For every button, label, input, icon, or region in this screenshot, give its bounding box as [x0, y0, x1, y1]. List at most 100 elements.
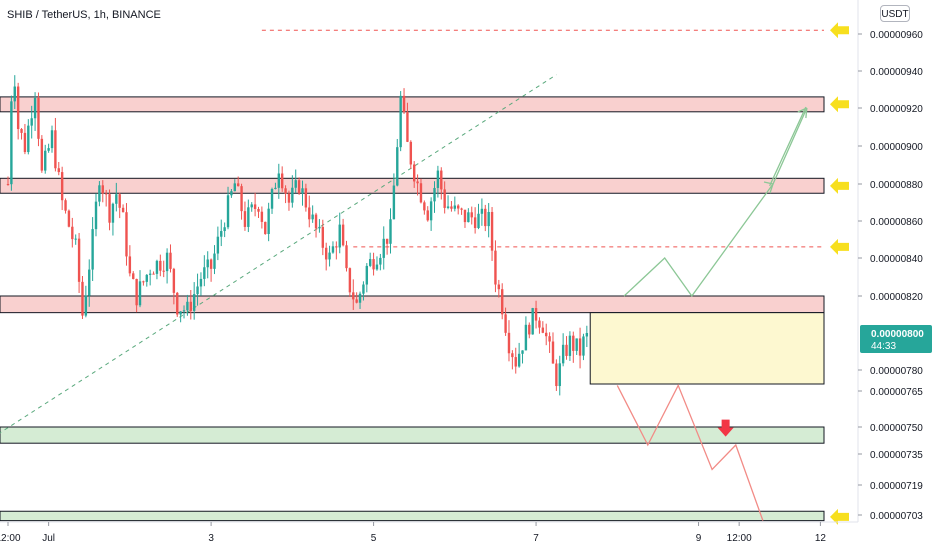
yellow-arrow-marker-3: [830, 238, 849, 255]
candle-body: [514, 357, 517, 367]
candle-body: [209, 259, 213, 269]
candle-body: [13, 86, 16, 102]
candle-body: [548, 336, 551, 342]
currency-button[interactable]: USDT: [880, 5, 910, 22]
candle-body: [67, 210, 71, 227]
candle-body: [453, 205, 457, 209]
candle-body: [457, 205, 460, 209]
price-tick-label: 0.00000719: [870, 481, 923, 492]
candle-body: [104, 193, 108, 195]
zones-layer: [0, 96, 825, 522]
candle-body: [585, 333, 589, 337]
candle-body: [382, 238, 385, 258]
candle-body: [284, 188, 287, 194]
candle-body: [101, 185, 104, 194]
candle-body: [23, 132, 27, 153]
candle-body: [389, 219, 392, 244]
price-tick-label: 0.00000820: [870, 292, 923, 303]
candle-body: [490, 211, 494, 251]
candle-body: [385, 238, 389, 244]
candle-body: [345, 245, 348, 269]
yellow-arrow-marker-1: [830, 96, 849, 113]
candle-body: [528, 324, 531, 335]
candle-body: [497, 284, 501, 290]
candle-body: [44, 150, 47, 171]
candle-body: [565, 344, 568, 356]
candle-body: [189, 301, 192, 311]
candle-body: [440, 170, 443, 190]
candle-body: [176, 292, 179, 315]
price-tick-label: 0.00000780: [870, 366, 923, 377]
candle-body: [162, 270, 165, 272]
candle-body: [534, 308, 538, 321]
candle-body: [507, 332, 511, 354]
candle-body: [182, 310, 186, 312]
yellow-arrow-marker-2: [830, 177, 849, 194]
candle-body: [94, 201, 98, 230]
candle-body: [524, 324, 528, 351]
time-tick-label: 3: [208, 533, 214, 544]
candle-body: [413, 164, 416, 182]
candle-body: [561, 344, 565, 364]
candle-body: [118, 194, 121, 208]
candles-layer: [6, 75, 589, 396]
candle-body: [264, 221, 267, 235]
candle-body: [473, 217, 477, 229]
candle-body: [352, 292, 355, 300]
candle-body: [223, 227, 226, 232]
candle-body: [47, 148, 50, 151]
candle-body: [27, 125, 30, 153]
price-axis[interactable]: 0.00000960 0.00000940 0.00000920 0.00000900…: [857, 0, 932, 522]
price-tick-label: 0.00000735: [870, 450, 923, 461]
candle-body: [446, 206, 450, 208]
candle-body: [335, 246, 338, 248]
candle-body: [260, 211, 264, 222]
support-zone-3: [0, 426, 825, 444]
candle-body: [517, 353, 521, 367]
candle-body: [362, 284, 365, 294]
candle-body: [304, 188, 308, 208]
candle-body: [575, 338, 578, 351]
candle-body: [64, 200, 67, 211]
candle-body: [186, 301, 189, 311]
candle-body: [243, 211, 247, 227]
bullish-projection-midarrow: [763, 181, 774, 194]
candle-body: [433, 187, 436, 202]
time-tick-label: 12:00: [0, 533, 21, 544]
candle-body: [501, 289, 504, 315]
time-tick-label: Jul: [42, 533, 55, 544]
red-down-arrow-marker: [717, 419, 734, 437]
last-price-value: 0.00000800: [871, 329, 924, 340]
candle-body: [192, 294, 196, 311]
candle-body: [213, 253, 216, 269]
candle-body: [301, 188, 304, 194]
candle-body: [409, 141, 413, 165]
candle-body: [253, 204, 257, 209]
candle-body: [236, 183, 240, 187]
candle-body: [531, 308, 534, 335]
candle-body: [365, 265, 369, 285]
time-axis[interactable]: 12:00 Jul 3 5 7 9 12:00 12: [0, 521, 858, 544]
candle-body: [30, 118, 33, 126]
price-tick-label: 0.00000750: [870, 423, 923, 434]
candle-body: [477, 213, 480, 229]
last-price-tag: [860, 325, 932, 353]
candle-body: [287, 193, 291, 203]
candle-body: [358, 293, 362, 303]
time-tick-label: 7: [533, 533, 539, 544]
candle-body: [16, 86, 20, 130]
yellow-arrow-marker-4: [830, 508, 849, 525]
candle-body: [155, 260, 159, 274]
candle-body: [399, 95, 402, 148]
candle-body: [247, 207, 250, 227]
candle-body: [538, 320, 541, 328]
candle-body: [199, 278, 203, 287]
candle-body: [463, 209, 467, 223]
candle-body: [10, 101, 13, 185]
candle-body: [226, 195, 230, 228]
candle-body: [165, 252, 169, 272]
time-tick-label: 9: [696, 533, 702, 544]
candle-body: [84, 295, 88, 316]
candle-body: [578, 338, 582, 356]
